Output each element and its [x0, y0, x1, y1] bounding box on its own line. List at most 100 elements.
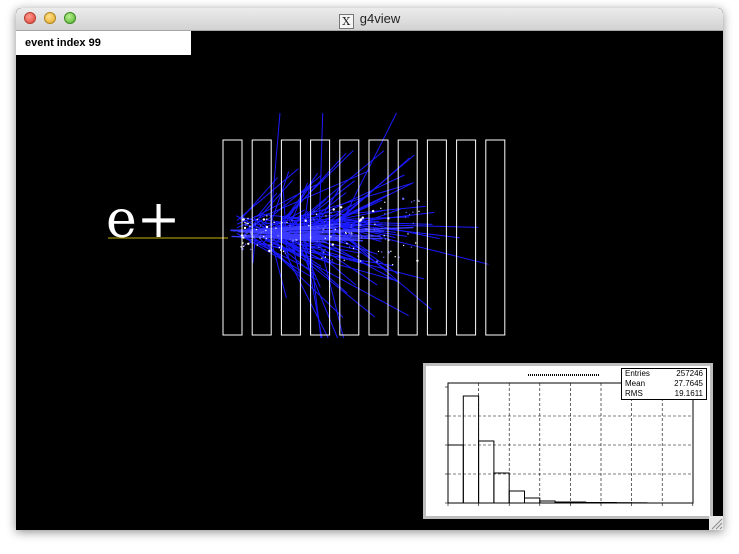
hit-point: [361, 216, 364, 219]
hit-point: [377, 250, 380, 253]
hit-point: [266, 218, 268, 220]
track-line: [281, 226, 414, 234]
hit-point: [330, 236, 332, 238]
detector-layer: [485, 139, 506, 336]
track-line: [263, 182, 413, 228]
hit-point: [415, 242, 417, 244]
hit-point: [321, 231, 324, 234]
track-line: [328, 154, 415, 228]
hit-point: [340, 206, 343, 209]
hit-point: [284, 222, 286, 224]
resize-grip-icon[interactable]: [709, 516, 723, 530]
hit-point: [384, 201, 386, 203]
hit-point: [322, 251, 325, 253]
close-button[interactable]: [24, 12, 36, 24]
hit-point: [304, 219, 307, 222]
hit-point: [371, 235, 373, 237]
energy-deposits: [240, 197, 420, 268]
event-display: e+: [106, 112, 506, 339]
hit-point: [408, 213, 411, 216]
track-line: [318, 237, 398, 282]
hit-point: [361, 236, 363, 239]
hit-point: [273, 221, 275, 224]
hit-point: [318, 246, 320, 249]
hit-point: [331, 224, 333, 226]
hit-point: [334, 228, 336, 231]
track-line: [271, 243, 287, 298]
hit-point: [246, 232, 248, 234]
track-line: [326, 222, 479, 228]
histogram-bar: [478, 440, 495, 504]
particle-tracks: [230, 112, 489, 339]
hit-point: [256, 218, 258, 221]
calorimeter-layers: [222, 139, 506, 336]
hit-point: [282, 250, 285, 252]
detector-layer: [251, 139, 272, 336]
minimize-button[interactable]: [44, 12, 56, 24]
hit-point: [350, 233, 353, 236]
track-line: [253, 240, 398, 282]
hit-point: [394, 256, 396, 258]
hit-point: [352, 247, 355, 250]
hit-point: [260, 231, 262, 233]
hit-point: [250, 248, 252, 251]
track-line: [260, 236, 296, 253]
hit-point: [313, 218, 315, 221]
track-line: [319, 204, 352, 225]
hit-point: [255, 228, 258, 231]
hit-point: [348, 231, 351, 235]
hit-point: [291, 239, 295, 242]
hit-point: [418, 210, 420, 213]
hit-point: [308, 224, 310, 227]
histogram-bar: [462, 395, 480, 504]
hit-point: [383, 234, 385, 237]
track-line: [269, 112, 281, 227]
hit-point: [383, 256, 385, 258]
hit-point: [331, 243, 334, 246]
zoom-button[interactable]: [64, 12, 76, 24]
hit-point: [410, 201, 413, 203]
hit-point: [381, 251, 383, 253]
stats-row-entries: Entries 257246: [622, 369, 706, 379]
track-line: [252, 238, 256, 264]
hit-point: [359, 260, 362, 262]
histogram-bar: [585, 502, 602, 504]
detector-layer: [222, 139, 243, 336]
stats-rms-value: 19.1611: [674, 389, 703, 398]
hit-point: [289, 225, 291, 227]
detector-layer: [397, 139, 418, 336]
hit-point: [265, 237, 267, 240]
hit-point: [249, 230, 252, 233]
track-line: [255, 180, 324, 217]
histogram-bar: [539, 500, 556, 504]
hit-point: [278, 246, 281, 249]
hit-point: [262, 218, 266, 221]
histogram-bar: [569, 501, 587, 504]
hit-point: [324, 221, 326, 223]
hit-point: [262, 231, 264, 233]
track-line: [344, 199, 383, 218]
hit-point: [348, 246, 351, 248]
stats-box: Entries 257246 Mean 27.7645 RMS 19.1611: [621, 368, 707, 400]
hit-point: [246, 223, 248, 225]
hit-point: [281, 245, 284, 247]
hit-point: [244, 234, 247, 237]
detector-layer: [426, 139, 447, 336]
track-line: [333, 223, 396, 233]
track-line: [340, 226, 489, 265]
detector-layer: [310, 139, 331, 336]
hit-point: [249, 225, 251, 227]
hit-point: [345, 232, 347, 235]
stats-entries-label: Entries: [625, 369, 650, 378]
hit-point: [324, 225, 326, 228]
hit-point: [244, 221, 246, 224]
hit-point: [381, 227, 383, 229]
hit-point: [402, 244, 405, 247]
hit-point: [245, 243, 247, 245]
hit-point: [247, 242, 250, 245]
track-line: [256, 242, 314, 272]
hit-point: [350, 226, 352, 228]
hit-point: [259, 225, 261, 227]
